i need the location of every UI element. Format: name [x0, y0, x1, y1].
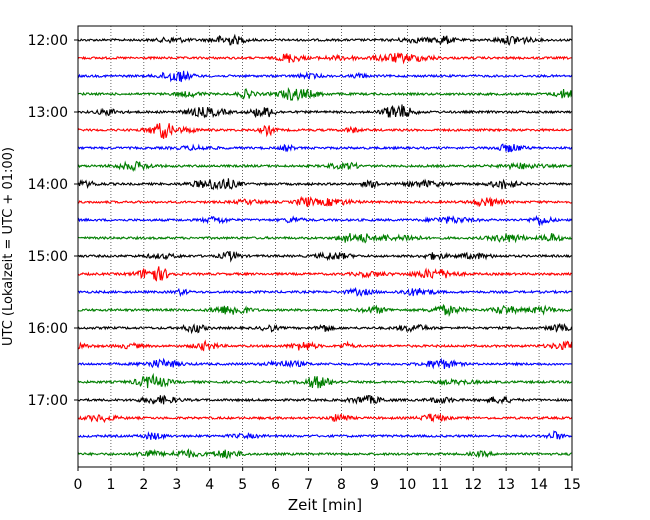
x-tick-label: 0 [74, 477, 83, 493]
x-tick-label: 1 [106, 477, 115, 493]
x-axis-label: Zeit [min] [288, 496, 362, 514]
x-tick-label: 3 [172, 477, 181, 493]
x-tick-label: 15 [563, 477, 581, 493]
seismogram-trace [77, 33, 572, 46]
seismogram-trace [77, 286, 572, 298]
x-tick-label: 12 [464, 477, 482, 493]
seismogram-trace [77, 322, 573, 335]
seismogram-trace [77, 214, 573, 227]
x-tick-label: 14 [530, 477, 548, 493]
seismogram-trace [77, 232, 572, 244]
y-tick-label: 16:00 [28, 321, 68, 337]
y-tick-label: 14:00 [28, 177, 68, 193]
x-tick-label: 10 [398, 477, 416, 493]
seismogram-trace [77, 412, 573, 424]
y-axis-ticks: 12:00 13:00 14:00 15:00 16:00 17:00 [28, 33, 78, 409]
seismogram-trace [77, 266, 572, 282]
y-tick-label: 15:00 [28, 249, 68, 265]
x-tick-label: 6 [271, 477, 280, 493]
x-tick-label: 2 [139, 477, 148, 493]
seismogram-trace [77, 303, 572, 318]
seismogram-trace [77, 357, 572, 370]
seismogram-trace [77, 430, 572, 441]
seismogram-trace [77, 70, 573, 83]
x-tick-label: 13 [497, 477, 515, 493]
y-axis-label: UTC (Lokalzeit = UTC + 01:00) [1, 147, 16, 346]
x-tick-label: 5 [238, 477, 247, 493]
x-tick-label: 4 [205, 477, 214, 493]
plot-frame [77, 25, 573, 468]
seismogram-trace [77, 52, 572, 65]
seismogram-trace [77, 160, 572, 172]
x-tick-label: 8 [337, 477, 346, 493]
seismogram-trace [77, 143, 573, 153]
y-tick-label: 17:00 [28, 393, 68, 409]
y-tick-label: 12:00 [28, 33, 68, 49]
x-tick-label: 11 [431, 477, 449, 493]
x-axis-ticks: 0 1 2 3 4 5 6 7 8 9 10 11 12 13 14 15 [74, 467, 581, 493]
seismogram-trace [77, 448, 572, 460]
seismogram-trace [77, 394, 573, 405]
seismogram-trace [77, 339, 573, 352]
seismogram-trace [77, 123, 572, 139]
seismogram-trace [77, 87, 573, 102]
y-tick-label: 13:00 [28, 105, 68, 121]
seismogram-traces [77, 33, 573, 460]
x-tick-label: 7 [304, 477, 313, 493]
seismogram-trace [77, 178, 572, 191]
seismogram-trace [77, 251, 572, 263]
seismogram-trace [77, 104, 572, 119]
seismogram-trace [77, 372, 572, 389]
x-tick-label: 9 [370, 477, 379, 493]
seismogram-trace [77, 195, 572, 208]
